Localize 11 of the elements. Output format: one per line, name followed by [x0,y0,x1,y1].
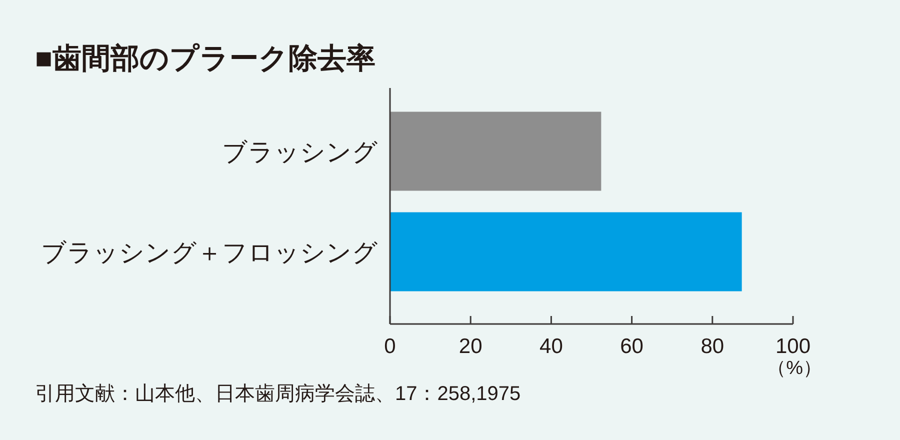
x-tick-label: 40 [540,335,563,358]
x-tick-label: 100 [775,335,811,358]
x-tick-label: 0 [384,335,396,358]
x-tick-label: 80 [700,335,724,358]
y-tick-label: ブラッシング [222,138,378,166]
x-axis-title: （%） [767,358,822,379]
x-tick-label: 60 [620,335,644,358]
chart-title: ■歯間部のプラーク除去率 [35,42,376,75]
text: 引用文献：山本他、日本歯周病学会誌、17：258,1975 [35,383,521,405]
y-tick-label: ブラッシング＋フロッシング [41,238,378,267]
x-tick-label: 20 [458,335,482,358]
